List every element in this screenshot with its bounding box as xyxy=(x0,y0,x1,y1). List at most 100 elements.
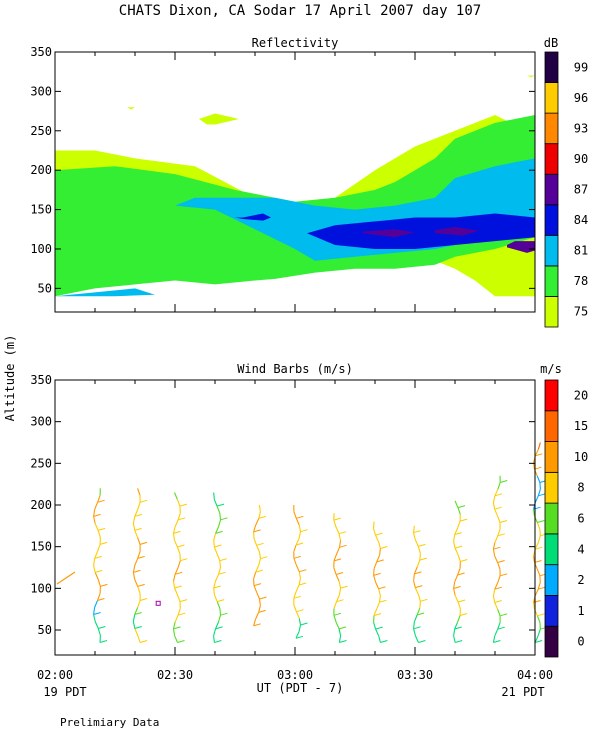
wind-barb-segment xyxy=(333,601,338,609)
reflectivity-ytick-label-300: 300 xyxy=(30,84,52,98)
wind-barb-segment xyxy=(172,628,176,636)
wind-colorbar-swatch-0 xyxy=(544,625,559,658)
wind-barb-segment xyxy=(298,571,302,579)
wind-barb-flag xyxy=(219,558,227,562)
wind-barb-segment xyxy=(413,614,418,623)
wind-barb-segment xyxy=(93,607,96,615)
wind-barb-segment xyxy=(174,635,179,643)
wind-barb-segment xyxy=(532,602,536,610)
wind-barb-segment xyxy=(253,618,257,626)
wind-barb-flag xyxy=(139,541,148,545)
wind-barb-segment xyxy=(534,588,539,597)
wind-barb-segment xyxy=(97,628,101,636)
wind-barb-flag xyxy=(380,640,388,643)
wind-colorbar-swatch-5 xyxy=(544,471,559,504)
reflectivity-colorbar-swatch-6 xyxy=(544,112,559,145)
wind-xtick-label-0: 02:00 xyxy=(37,668,73,682)
wind-barb-segment xyxy=(93,565,96,573)
wind-colorbar-swatch-8 xyxy=(544,379,559,412)
wind-barb-segment xyxy=(295,564,300,572)
wind-barb-segment xyxy=(453,534,456,542)
wind-barb-segment xyxy=(414,587,419,595)
wind-barb-segment xyxy=(93,516,96,524)
wind-barb-segment xyxy=(457,601,461,609)
wind-barb-flag xyxy=(180,558,188,562)
wind-barb-segment xyxy=(414,539,419,547)
wind-barb-flag xyxy=(93,612,101,615)
wind-barb-flag xyxy=(217,599,225,603)
wind-barb-flag xyxy=(173,530,181,534)
wind-barb-segment xyxy=(132,614,136,622)
wind-barb-segment xyxy=(338,588,342,595)
wind-barb-segment xyxy=(497,562,501,570)
wind-barb-flag xyxy=(457,572,465,576)
wind-colorbar-label-8: 20 xyxy=(574,388,588,402)
wind-barb-segment xyxy=(96,544,101,552)
wind-barb-segment xyxy=(137,488,141,496)
reflectivity-colorbar-label-2: 81 xyxy=(574,244,588,258)
wind-barb-segment xyxy=(494,535,499,543)
wind-barb-flag xyxy=(333,558,342,562)
reflectivity-colorbar-label-3: 84 xyxy=(574,213,588,227)
wind-barb-segment xyxy=(216,505,221,514)
wind-barb-flag xyxy=(333,517,341,521)
wind-barb-flag xyxy=(455,640,463,643)
wind-barb-segment xyxy=(335,574,340,582)
wind-barb-flag xyxy=(179,503,188,507)
wind-colorbar-label-2: 2 xyxy=(577,573,584,587)
wind-barb-segment xyxy=(214,574,220,582)
wind-barb-segment xyxy=(453,581,456,589)
wind-barb-segment xyxy=(375,534,380,543)
wind-barb-segment xyxy=(173,539,178,548)
wind-barb-flag xyxy=(378,586,386,590)
wind-barb-segment xyxy=(97,579,101,587)
wind-colorbar-label-4: 6 xyxy=(577,512,584,526)
wind-barb-segment xyxy=(537,489,541,496)
wind-barb-segment xyxy=(372,521,375,529)
wind-barb-segment xyxy=(132,523,136,531)
wind-barb-flag xyxy=(538,586,546,590)
wind-barb-segment xyxy=(177,608,181,616)
wind-colorbar-swatch-6 xyxy=(544,441,559,473)
wind-barb-segment xyxy=(457,520,461,528)
footer-note: Prelimiary Data xyxy=(60,716,159,729)
wind-barb-flag xyxy=(214,640,222,643)
wind-barb-segment xyxy=(454,622,459,630)
wind-barb-segment xyxy=(216,553,221,561)
reflectivity-ytick-label-200: 200 xyxy=(30,163,52,177)
wind-barb-segment xyxy=(96,593,101,601)
wind-barb-segment xyxy=(174,567,179,575)
wind-barb-segment xyxy=(419,553,421,561)
wind-barb-segment xyxy=(534,635,539,643)
wind-barb-segment xyxy=(253,571,257,579)
wind-barb-segment xyxy=(375,628,380,637)
wind-barb-segment xyxy=(172,533,176,541)
wind-barb-flag xyxy=(293,555,302,559)
reflectivity-ytick-label-50: 50 xyxy=(38,281,52,295)
wind-barb-segment xyxy=(295,518,300,526)
wind-barb-flag xyxy=(94,555,102,559)
wind-barb-segment xyxy=(338,628,342,636)
wind-barb-segment xyxy=(213,546,218,555)
wind-barb-segment xyxy=(298,524,302,532)
wind-barb-segment xyxy=(295,631,300,639)
wind-ytick-label-300: 300 xyxy=(30,415,52,429)
wind-barb-flag xyxy=(99,541,108,545)
wind-ytick-label-250: 250 xyxy=(30,456,52,470)
wind-barb-segment xyxy=(338,635,342,643)
wind-barb-flag xyxy=(339,544,347,548)
wind-colorbar-label-1: 1 xyxy=(577,604,584,618)
wind-barb-segment xyxy=(172,581,176,589)
wind-barb-segment xyxy=(213,492,215,500)
wind-barb-segment xyxy=(295,584,300,592)
wind-colorbar-label-5: 8 xyxy=(577,481,584,495)
wind-axes: 50 100 150 200 250 300 350 02:00 02:30 03:00 03:30… xyxy=(30,373,553,682)
wind-barb-flag xyxy=(173,626,181,630)
wind-barb-flag xyxy=(375,532,383,536)
wind-barb-segment xyxy=(134,530,139,538)
wind-barb-segment xyxy=(454,500,459,508)
wind-barb-flag xyxy=(454,532,462,536)
wind-barb-segment xyxy=(333,553,338,562)
wind-barb-segment xyxy=(413,628,416,636)
